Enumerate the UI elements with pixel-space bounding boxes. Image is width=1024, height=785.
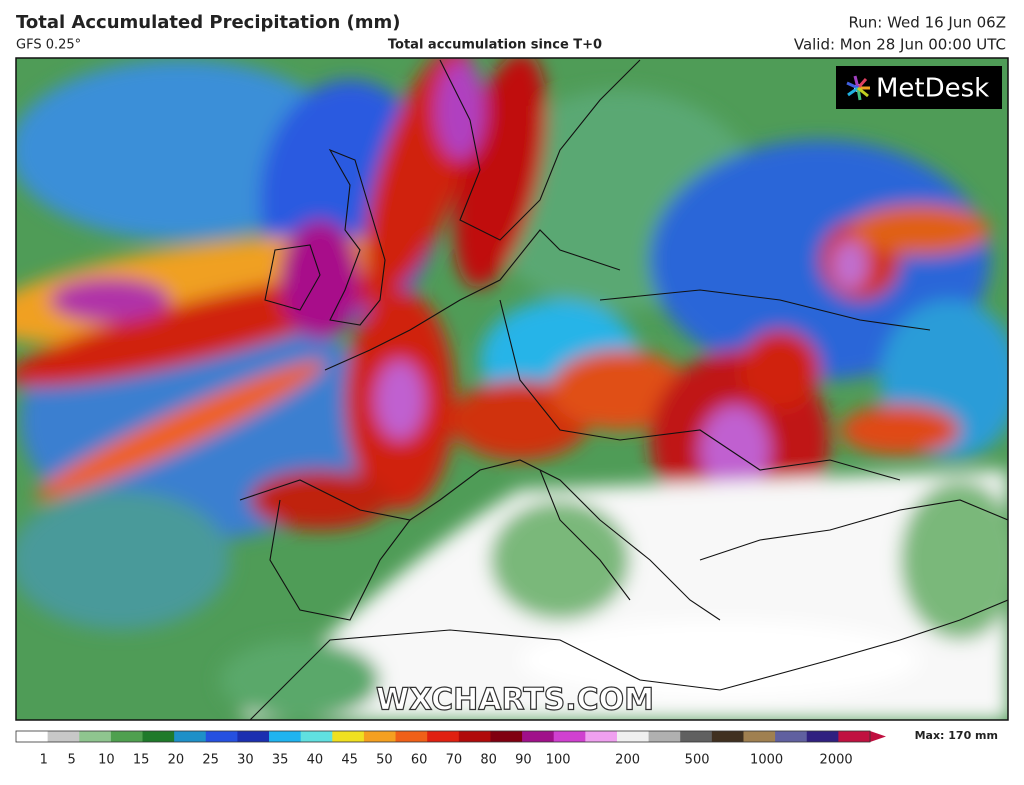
- colorbar-frame: [15, 730, 871, 743]
- colorbar-segment: [616, 731, 650, 742]
- colorbar-arrow: [870, 731, 886, 742]
- colorbar-segment: [522, 731, 555, 742]
- colorbar: 1 5 10 15 20 25 30 35 40 45 50 60 70 80 90 100 200 500 100…: [15, 730, 886, 768]
- logo-text: MetDesk: [876, 74, 989, 104]
- colorbar-segment: [205, 731, 238, 742]
- colorbar-segment: [300, 731, 333, 742]
- precip-field: [16, 58, 1008, 720]
- colorbar-segment: [395, 731, 428, 742]
- colorbar-label: 500: [685, 753, 710, 768]
- colorbar-segment: [743, 731, 776, 742]
- colorbar-segment: [237, 731, 270, 742]
- colorbar-label: 60: [411, 753, 428, 768]
- colorbar-label: 2000: [820, 753, 853, 768]
- colorbar-segment: [110, 731, 144, 742]
- colorbar-label: 45: [341, 753, 358, 768]
- colorbar-segment: [775, 731, 808, 742]
- colorbar-label: 100: [546, 753, 571, 768]
- title: Total Accumulated Precipitation (mm): [16, 12, 401, 33]
- colorbar-segment: [332, 731, 365, 742]
- colorbar-segment: [142, 731, 175, 742]
- colorbar-segment: [458, 731, 491, 742]
- colorbar-segment: [806, 731, 839, 742]
- colorbar-label: 1000: [750, 753, 783, 768]
- colorbar-label: 90: [515, 753, 532, 768]
- colorbar-label: 25: [202, 753, 219, 768]
- colorbar-label: 200: [615, 753, 640, 768]
- colorbar-label: 80: [480, 753, 497, 768]
- colorbar-segment: [363, 731, 397, 742]
- watermark: WXCHARTS.COM: [376, 683, 654, 718]
- colorbar-segment: [427, 731, 460, 742]
- colorbar-segment: [174, 731, 207, 742]
- colorbar-segment: [16, 731, 49, 742]
- colorbar-segment: [490, 731, 523, 742]
- model: GFS 0.25°: [16, 38, 81, 53]
- colorbar-segment: [838, 731, 871, 742]
- colorbar-segment: [553, 731, 586, 742]
- colorbar-label: 1: [40, 753, 48, 768]
- valid-time: Valid: Mon 28 Jun 00:00 UTC: [794, 36, 1006, 54]
- colorbar-label: 70: [446, 753, 463, 768]
- colorbar-label: 35: [272, 753, 289, 768]
- colorbar-label: 15: [133, 753, 150, 768]
- colorbar-segment: [269, 731, 302, 742]
- colorbar-segment: [711, 731, 744, 742]
- subtitle: Total accumulation since T+0: [388, 38, 602, 53]
- colorbar-segment: [79, 731, 112, 742]
- colorbar-label: 40: [307, 753, 324, 768]
- max-value: Max: 170 mm: [915, 729, 998, 742]
- map-frame: [15, 57, 1009, 721]
- run-time: Run: Wed 16 Jun 06Z: [849, 14, 1006, 32]
- logo-icon: [846, 75, 870, 101]
- colorbar-segment: [680, 731, 713, 742]
- colorbar-label: 50: [376, 753, 393, 768]
- colorbar-label: 10: [98, 753, 115, 768]
- colorbar-label: 30: [237, 753, 254, 768]
- colorbar-segment: [648, 731, 681, 742]
- colorbar-label: 5: [67, 753, 75, 768]
- colorbar-label: 20: [168, 753, 185, 768]
- colorbar-segment: [585, 731, 618, 742]
- colorbar-segment: [47, 731, 80, 742]
